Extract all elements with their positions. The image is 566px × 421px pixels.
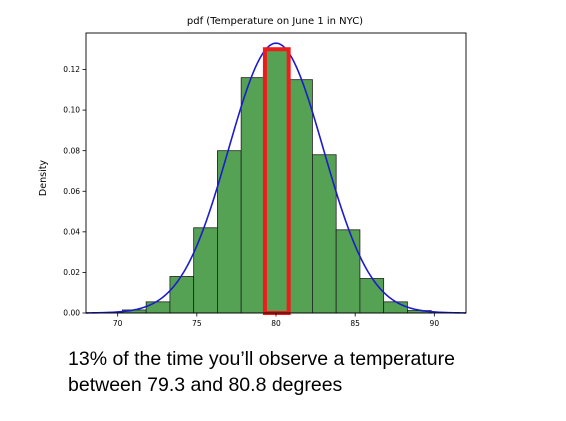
y-tick-label: 0.02	[63, 268, 80, 277]
caption-line-1: 13% of the time you’ll observe a tempera…	[68, 348, 455, 370]
x-tick-label: 90	[430, 319, 440, 328]
histogram-bar	[383, 301, 408, 314]
density-chart: pdf (Temperature on June 1 in NYC) Densi…	[38, 16, 467, 328]
y-tick-label: 0.10	[63, 106, 80, 115]
x-tick-label: 75	[192, 319, 202, 328]
x-tick-label: 70	[113, 319, 123, 328]
y-tick-label: 0.04	[63, 227, 80, 236]
x-tick-label: 80	[271, 319, 281, 328]
histogram-bar	[359, 278, 385, 314]
y-axis-label: Density	[38, 160, 49, 196]
y-tick-label: 0.12	[63, 65, 80, 74]
y-tick-label: 0.08	[63, 146, 80, 155]
histogram-bar	[240, 77, 266, 314]
caption: 13% of the time you’ll observe a tempera…	[68, 346, 558, 398]
histogram-bar	[288, 79, 313, 314]
caption-line-2: between 79.3 and 80.8 degrees	[68, 374, 343, 396]
x-tick-label: 85	[350, 319, 360, 328]
x-axis-ticks: 70 75 80 85 90	[113, 313, 439, 328]
y-tick-label: 0.06	[63, 187, 80, 196]
histogram-bar	[335, 229, 361, 314]
y-tick-label: 0.00	[63, 309, 80, 318]
histogram-bar	[145, 301, 171, 314]
histogram-bar	[169, 276, 195, 314]
chart-title: pdf (Temperature on June 1 in NYC)	[187, 16, 363, 27]
histogram-bar	[264, 48, 290, 314]
pdf-curve	[85, 42, 467, 314]
y-axis-ticks: 0.00 0.02 0.04 0.06 0.08 0.10 0.12	[63, 65, 86, 318]
histogram-bar	[193, 227, 218, 314]
